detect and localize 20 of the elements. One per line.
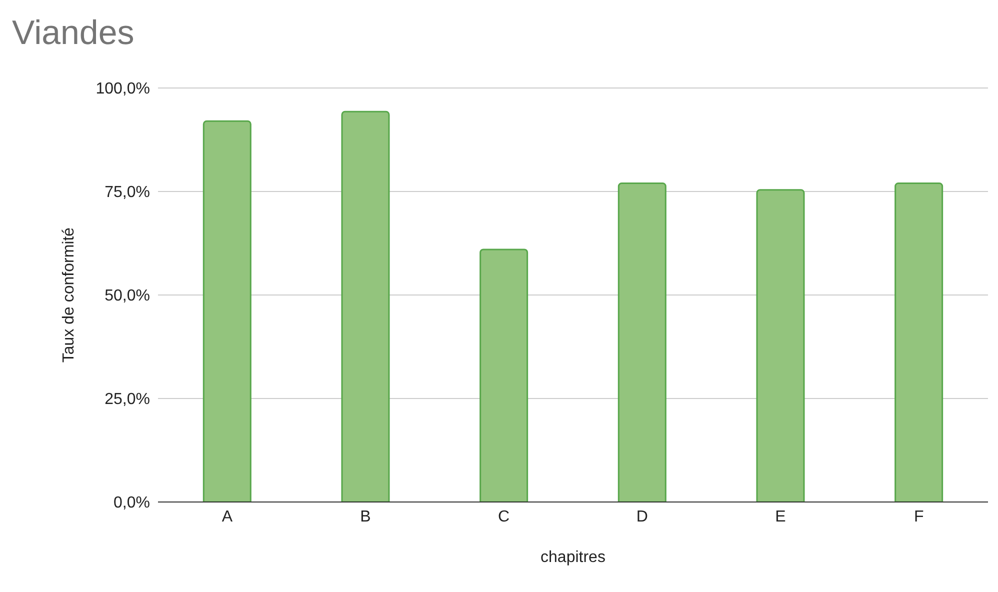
y-tick-label: 0,0% [114, 494, 150, 512]
x-axis-title: chapitres [540, 549, 606, 566]
y-axis-title: Taux de conformité [60, 227, 78, 363]
x-tick-label: E [775, 508, 786, 526]
x-tick-label: A [222, 508, 233, 526]
x-tick-label: B [360, 508, 371, 526]
bar [618, 182, 666, 502]
bar [202, 120, 252, 502]
y-tick-label: 75,0% [104, 184, 150, 202]
x-tick-label: C [498, 508, 510, 526]
chart-title: Viandes [12, 14, 134, 53]
bar [341, 110, 390, 502]
y-tick-label: 100,0% [96, 80, 150, 98]
y-tick-label: 25,0% [104, 391, 150, 408]
bar [756, 189, 805, 502]
x-tick-label: F [914, 508, 924, 526]
bar [480, 248, 528, 502]
x-tick-label: D [636, 508, 648, 526]
y-tick-label: 50,0% [104, 288, 150, 305]
bar [894, 182, 944, 502]
